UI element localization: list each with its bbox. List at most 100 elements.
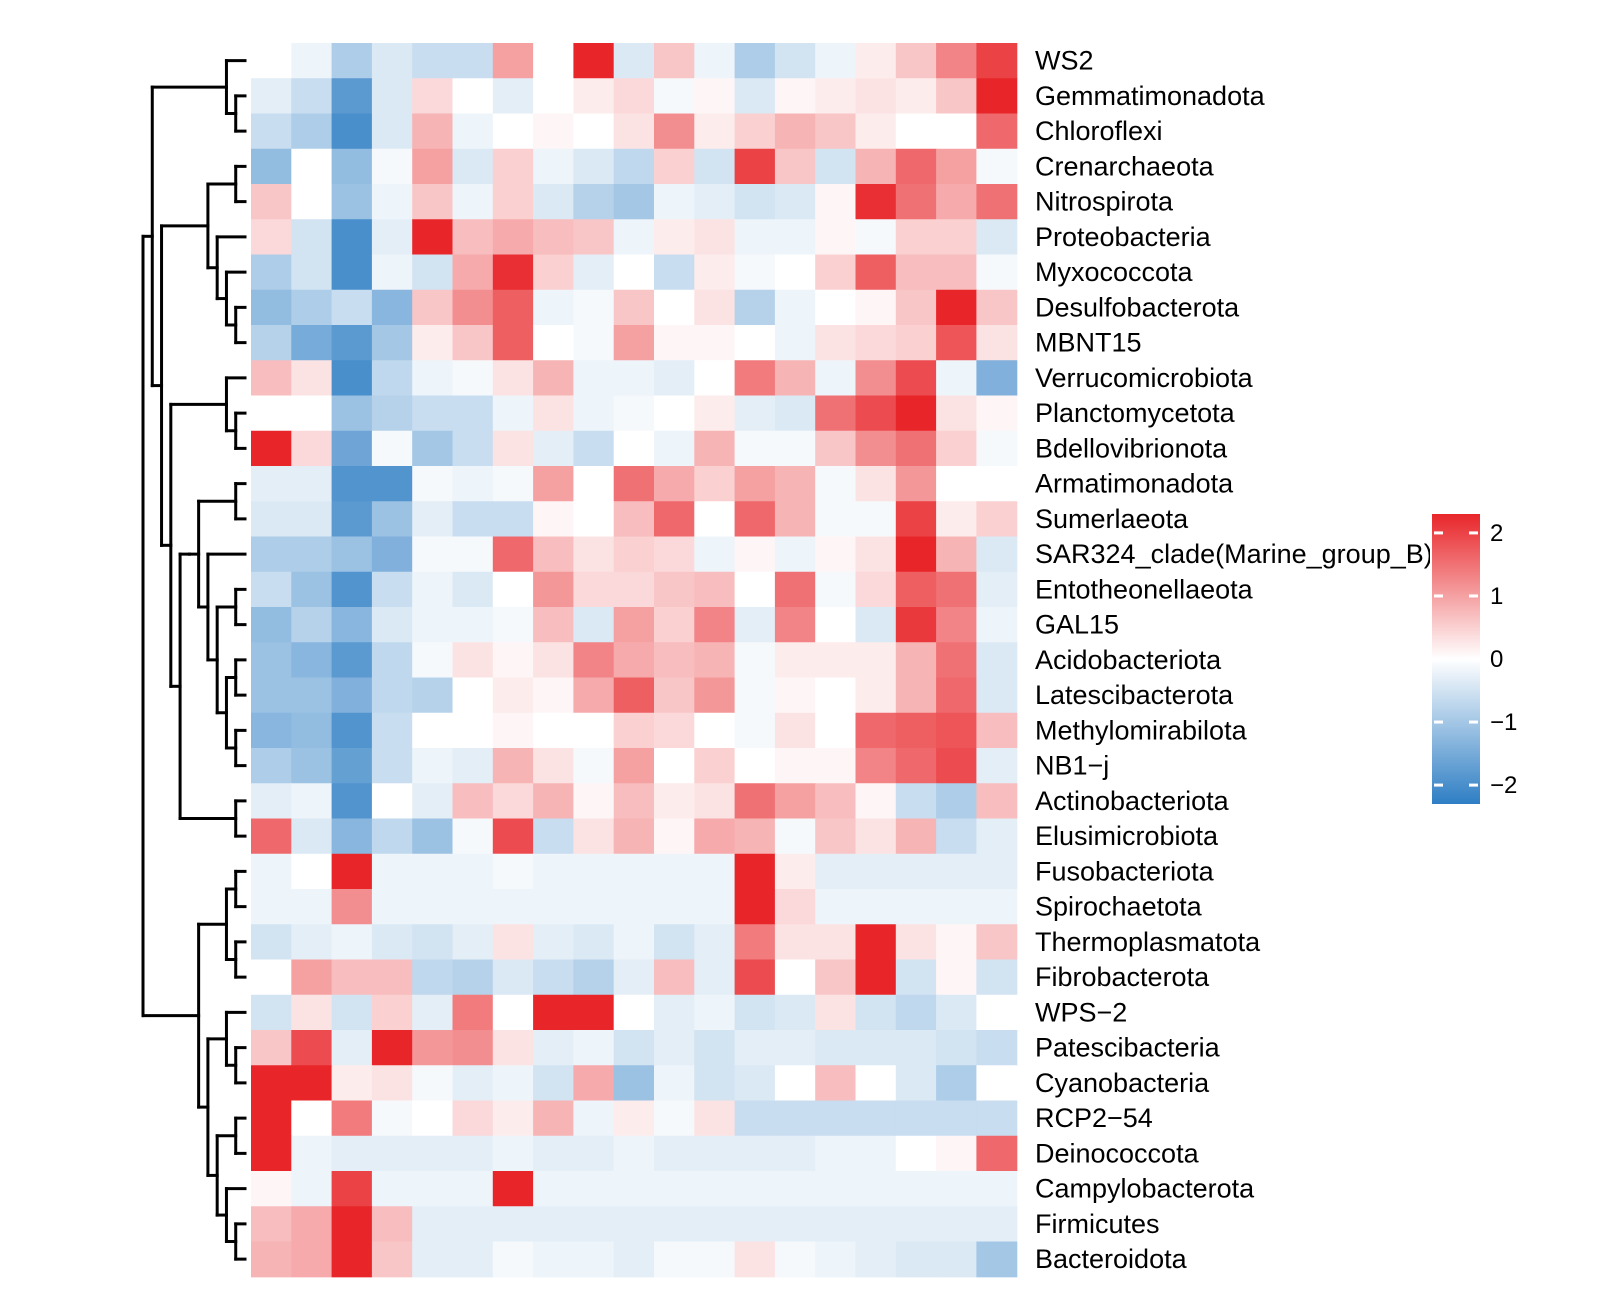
- heatmap-cell: [734, 113, 776, 150]
- heatmap-cell: [251, 360, 292, 397]
- heatmap-cell: [251, 571, 292, 608]
- row-label: Fibrobacterota: [1035, 962, 1210, 992]
- heatmap-cell: [976, 1100, 1018, 1137]
- heatmap-cell: [573, 1030, 615, 1066]
- heatmap-cell: [694, 430, 736, 467]
- heatmap-cell: [815, 430, 857, 467]
- heatmap-cell: [452, 1030, 494, 1066]
- heatmap-cell: [251, 1135, 292, 1172]
- heatmap-cell: [452, 1241, 494, 1278]
- heatmap-cell: [936, 184, 977, 220]
- heatmap-cell: [573, 677, 615, 714]
- heatmap-cell: [251, 501, 292, 538]
- heatmap-cell: [412, 113, 454, 150]
- heatmap-cell: [774, 1030, 816, 1066]
- heatmap-cell: [371, 818, 413, 855]
- heatmap-cell: [613, 78, 655, 115]
- heatmap-cell: [452, 571, 494, 608]
- heatmap-cell: [855, 1135, 897, 1172]
- heatmap-cell: [613, 959, 655, 996]
- heatmap-cell: [251, 113, 292, 150]
- heatmap-cell: [492, 1100, 534, 1137]
- heatmap-cell: [936, 1100, 977, 1137]
- heatmap-cell: [895, 1030, 937, 1066]
- heatmap-cell: [613, 748, 655, 784]
- heatmap-cell: [895, 959, 937, 996]
- heatmap-cell: [291, 430, 333, 467]
- heatmap-cell: [654, 501, 695, 538]
- heatmap-cell: [533, 184, 574, 220]
- heatmap-cell: [976, 1171, 1018, 1207]
- heatmap-cell: [734, 1171, 776, 1207]
- heatmap-cell: [694, 184, 736, 220]
- heatmap-cell: [291, 571, 333, 608]
- heatmap-cell: [613, 113, 655, 150]
- heatmap-cell: [251, 712, 292, 749]
- heatmap-cell: [654, 818, 695, 855]
- heatmap-cell: [251, 219, 292, 256]
- heatmap-cell: [694, 325, 736, 361]
- heatmap-cell: [613, 184, 655, 220]
- heatmap-cell: [936, 466, 977, 502]
- heatmap-cell: [855, 113, 897, 150]
- heatmap-cell: [694, 78, 736, 115]
- heatmap-cell: [492, 924, 534, 961]
- row-label: SAR324_clade(Marine_group_B): [1035, 539, 1433, 569]
- heatmap-cell: [734, 712, 776, 749]
- heatmap-cell: [895, 994, 937, 1031]
- heatmap-cell: [815, 219, 857, 256]
- heatmap-cell: [936, 501, 977, 538]
- heatmap-cell: [371, 360, 413, 397]
- heatmap-cell: [654, 1065, 695, 1102]
- heatmap-cell: [976, 1030, 1018, 1066]
- heatmap-cell: [694, 748, 736, 784]
- heatmap-cell: [291, 748, 333, 784]
- heatmap-cell: [734, 1206, 776, 1243]
- heatmap-cell: [573, 1241, 615, 1278]
- heatmap-cell: [412, 1171, 454, 1207]
- heatmap-cell: [371, 959, 413, 996]
- heatmap-cell: [936, 78, 977, 115]
- heatmap-cell: [371, 889, 413, 925]
- heatmap-cell: [774, 289, 816, 326]
- heatmap-cell: [855, 148, 897, 185]
- heatmap-cell: [492, 360, 534, 397]
- heatmap-cell: [613, 254, 655, 291]
- heatmap-cell: [936, 1030, 977, 1066]
- heatmap-cell: [573, 325, 615, 361]
- heatmap-cell: [533, 1241, 574, 1278]
- heatmap-cell: [734, 219, 776, 256]
- heatmap-cell: [855, 536, 897, 573]
- heatmap-cell: [452, 395, 494, 432]
- heatmap-cell: [774, 219, 816, 256]
- heatmap-cell: [371, 254, 413, 291]
- row-label: Elusimicrobiota: [1035, 821, 1219, 851]
- heatmap-cell: [573, 818, 615, 855]
- heatmap-cell: [815, 360, 857, 397]
- row-label: Entotheonellaeota: [1035, 574, 1254, 604]
- row-label: Sumerlaeota: [1035, 504, 1189, 534]
- heatmap-cell: [492, 43, 534, 79]
- heatmap-cell: [291, 994, 333, 1031]
- heatmap-cell: [855, 1100, 897, 1137]
- heatmap-cell: [291, 254, 333, 291]
- heatmap-cell: [533, 325, 574, 361]
- heatmap-cell: [694, 360, 736, 397]
- heatmap-cell: [533, 994, 574, 1031]
- heatmap-cell: [855, 571, 897, 608]
- heatmap-cell: [251, 325, 292, 361]
- heatmap-cell: [492, 184, 534, 220]
- heatmap-cell: [452, 184, 494, 220]
- heatmap-cell: [613, 1135, 655, 1172]
- heatmap-cell: [976, 924, 1018, 961]
- heatmap-cell: [412, 1100, 454, 1137]
- heatmap-cell: [452, 889, 494, 925]
- heatmap-cell: [774, 501, 816, 538]
- heatmap-cell: [895, 1135, 937, 1172]
- heatmap-cell: [895, 1206, 937, 1243]
- heatmap-cell: [492, 501, 534, 538]
- heatmap-cell: [331, 501, 373, 538]
- heatmap-cell: [573, 748, 615, 784]
- heatmap-cell: [976, 536, 1018, 573]
- heatmap-cell: [573, 959, 615, 996]
